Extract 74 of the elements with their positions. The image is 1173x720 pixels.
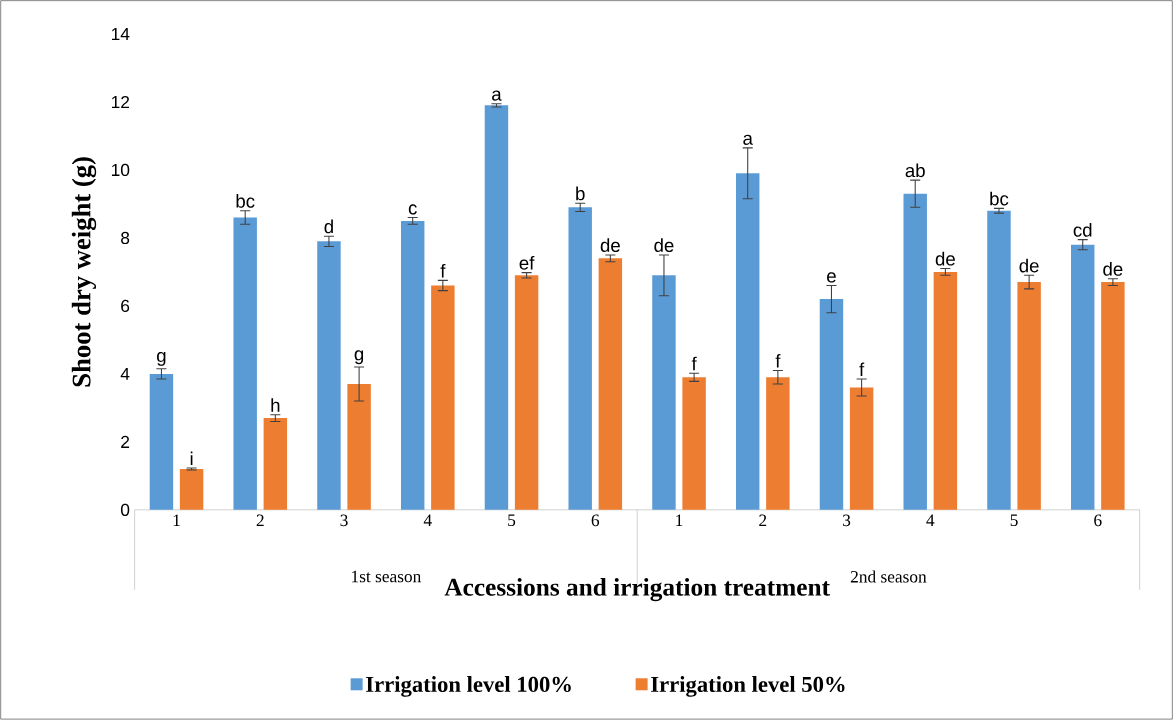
data-label: de — [935, 251, 955, 266]
data-label: ef — [519, 256, 535, 270]
bar — [514, 275, 539, 510]
y-tick-label: 12 — [111, 96, 130, 109]
bar — [987, 210, 1011, 510]
text: 1st season — [352, 570, 422, 583]
x-tick-label: 4 — [926, 514, 935, 527]
text: 2nd season — [850, 570, 927, 583]
data-label: h — [271, 398, 280, 412]
bar — [849, 387, 874, 510]
x-tick-label: 6 — [1094, 514, 1102, 527]
bar — [400, 221, 425, 510]
data-label: de — [600, 238, 620, 253]
y-tick-label: 4 — [120, 368, 130, 380]
data-label: c — [408, 204, 417, 215]
y-tick-label: 6 — [121, 299, 130, 313]
bar — [1017, 282, 1041, 510]
x-tick-label: 6 — [591, 514, 600, 527]
data-label: a — [743, 134, 753, 146]
bar — [568, 207, 592, 510]
bar — [179, 469, 204, 510]
y-tick-label: 8 — [121, 231, 130, 245]
bar — [149, 373, 174, 510]
data-label: de — [1019, 258, 1039, 273]
data-label: i — [190, 451, 193, 466]
x-tick-label: 3 — [340, 514, 348, 527]
y-tick-label: 2 — [121, 435, 130, 449]
bar — [347, 384, 371, 510]
bar — [598, 258, 623, 510]
data-label: ab — [905, 163, 925, 178]
x-tick-label: 2 — [759, 514, 767, 527]
data-label: f — [859, 362, 865, 377]
data-label: bc — [236, 194, 255, 208]
data-label: de — [1103, 262, 1123, 276]
data-label: f — [775, 354, 781, 368]
data-label: f — [691, 356, 697, 371]
data-label: b — [576, 186, 585, 201]
bar — [682, 377, 706, 510]
y-tick-label: 0 — [120, 503, 130, 517]
bar — [233, 217, 257, 510]
data-label: g — [157, 352, 166, 366]
bar — [317, 241, 341, 510]
data-label: d — [324, 219, 333, 234]
data-label: f — [440, 264, 446, 278]
x-tick-label: 3 — [843, 514, 851, 527]
bar — [431, 285, 455, 510]
x-tick-label: 1 — [173, 514, 180, 527]
x-tick-label: 1 — [676, 514, 683, 527]
x-tick-label: 5 — [508, 514, 516, 527]
y-axis-title: Shoot dry weight (g) — [71, 157, 97, 387]
data-label: a — [492, 90, 502, 101]
bar — [1071, 244, 1095, 510]
bar — [766, 377, 790, 510]
data-label: g — [354, 350, 364, 365]
bar — [652, 275, 676, 510]
legend-label: Irrigation level 50% — [651, 676, 845, 697]
y-tick-label: 10 — [111, 163, 130, 177]
bar — [735, 173, 760, 510]
data-label: cd — [1073, 223, 1092, 237]
x-tick-label: 2 — [256, 514, 264, 527]
data-label: bc — [990, 191, 1009, 206]
x-tick-label: 5 — [1010, 514, 1018, 527]
x-axis-title: Accessions and irrigation treatment — [444, 578, 830, 602]
data-label: e — [827, 272, 836, 283]
bar — [933, 272, 958, 510]
y-tick-label: 14 — [111, 28, 130, 41]
bar — [1101, 282, 1125, 510]
bar — [903, 193, 927, 510]
x-tick-label: 4 — [423, 514, 432, 527]
data-label: de — [654, 238, 674, 253]
legend-label: Irrigation level 100% — [366, 676, 571, 697]
bar — [819, 299, 844, 510]
bar — [484, 105, 509, 510]
bar — [263, 418, 288, 510]
